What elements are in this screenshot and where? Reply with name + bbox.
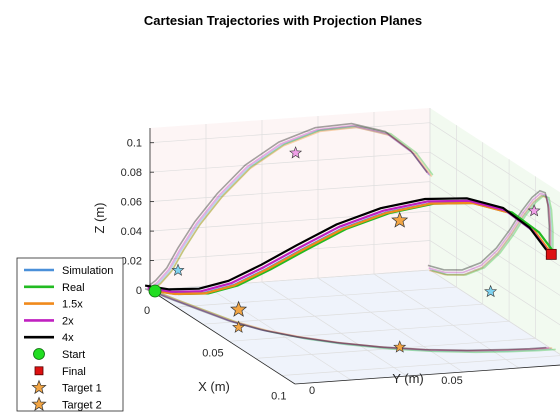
legend-label: Target 2 xyxy=(62,399,102,411)
target-projection-star xyxy=(484,284,498,298)
grid-line-x xyxy=(281,355,560,376)
legend-label: 2x xyxy=(62,315,74,327)
y-axis-label: Y (m) xyxy=(392,371,424,386)
z-tick-label: 0.02 xyxy=(121,256,142,268)
target-star-2 xyxy=(391,211,409,228)
x-axis-line xyxy=(149,289,296,385)
grid-line-z xyxy=(149,122,560,208)
yz-projection-simulation xyxy=(149,125,431,291)
y-axis-line xyxy=(294,364,560,385)
axes xyxy=(149,128,560,385)
xz-projection-plane xyxy=(430,108,560,355)
x-tick-label: 0.1 xyxy=(271,390,286,402)
x-axis-label: X (m) xyxy=(198,379,230,394)
markers xyxy=(148,146,557,353)
xz-projection-simulation xyxy=(429,194,553,276)
legend-label: Target 1 xyxy=(62,383,102,395)
y-tick-label: 0.05 xyxy=(441,375,462,387)
legend-item: 4x xyxy=(24,332,74,344)
legend-label: Simulation xyxy=(62,265,113,277)
legend-item: Final xyxy=(34,366,86,378)
trajectory-series xyxy=(144,197,557,296)
z-tick-label: 0 xyxy=(136,285,142,297)
grid-lines xyxy=(149,108,560,385)
xy-projection-1-5x xyxy=(150,288,553,352)
xy-projection-real xyxy=(154,290,556,354)
xz-projection-2x xyxy=(428,192,551,274)
legend-item: Simulation xyxy=(24,265,113,277)
z-tick-label: 0.04 xyxy=(121,226,142,238)
z-tick-label: 0.1 xyxy=(127,138,142,150)
legend-label: 4x xyxy=(62,332,74,344)
legend-item: Target 2 xyxy=(31,396,102,411)
x-tick-label: 0 xyxy=(144,305,150,317)
final-marker xyxy=(545,248,557,260)
xy-projection-plane xyxy=(150,270,560,384)
legend-item: Real xyxy=(24,282,85,294)
trajectory-projections xyxy=(144,122,556,354)
y-tick-label: 0 xyxy=(309,385,315,397)
xy-projection-2x xyxy=(147,288,549,352)
tick-labels: 00.020.040.060.080.100.050.100.050.1 xyxy=(121,138,463,403)
legend-swatch-star xyxy=(31,379,47,395)
legend-item: Target 1 xyxy=(31,379,102,395)
target-projection-star xyxy=(527,204,541,217)
target-projection-star xyxy=(393,340,407,353)
projection-planes xyxy=(150,108,560,384)
grid-line-y xyxy=(317,116,464,373)
yz-projection-2x xyxy=(148,124,430,290)
legend-swatch-star xyxy=(31,396,47,411)
target-star-1 xyxy=(230,300,248,317)
xz-projection-real xyxy=(431,194,554,276)
grid-line-y xyxy=(261,120,408,377)
chart-title: Cartesian Trajectories with Projection P… xyxy=(144,13,422,28)
legend-label: 1.5x xyxy=(62,299,83,311)
start-marker xyxy=(148,284,162,298)
xz-projection-1-5x xyxy=(428,194,552,276)
yz-projection-real xyxy=(152,125,434,290)
grid-line-y xyxy=(373,112,520,369)
target-projection-star xyxy=(289,146,303,159)
legend-swatch-circle xyxy=(33,348,45,360)
legend-item: Start xyxy=(33,348,85,361)
yz-projection-plane xyxy=(150,108,430,290)
series-4x xyxy=(144,197,548,291)
target-projection-star xyxy=(171,263,185,276)
z-tick-label: 0.06 xyxy=(121,197,142,209)
z-axis-label: Z (m) xyxy=(92,202,107,233)
legend-item: 1.5x xyxy=(24,299,83,311)
legend-item: 2x xyxy=(24,315,74,327)
grid-line-y xyxy=(429,108,560,355)
xy-projection-4x xyxy=(144,288,547,352)
yz-projection-4x xyxy=(146,122,428,288)
legend-label: Final xyxy=(62,366,86,378)
xz-projection-4x xyxy=(427,189,551,271)
x-tick-label: 0.05 xyxy=(202,348,223,360)
legend-label: Real xyxy=(62,282,85,294)
xy-projection-simulation xyxy=(149,289,552,353)
z-tick-label: 0.08 xyxy=(121,167,142,179)
legend: Simulation Real 1.5x 2x 4x Start Final Target 1… xyxy=(16,257,124,412)
legend-swatch-square xyxy=(34,366,44,376)
yz-projection-1-5x xyxy=(151,126,433,292)
target-projection-star xyxy=(232,320,246,333)
legend-label: Start xyxy=(62,349,85,361)
